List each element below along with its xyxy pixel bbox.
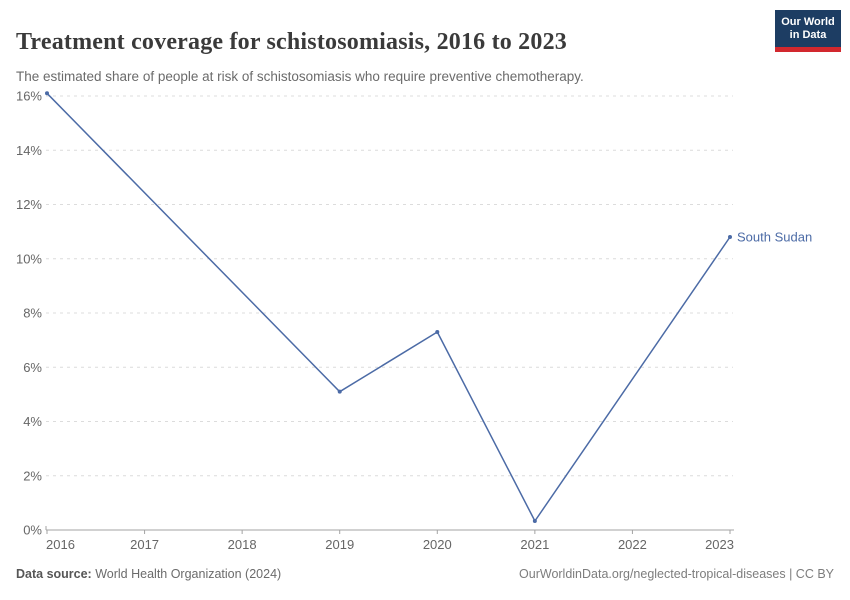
data-source-label: Data source: — [16, 567, 92, 581]
x-axis-tick-label: 2021 — [520, 537, 549, 552]
data-point[interactable] — [728, 235, 732, 240]
y-axis-tick-label: 6% — [23, 360, 42, 375]
y-axis-tick-label: 2% — [23, 468, 42, 483]
chart-footer: Data source: World Health Organization (… — [16, 567, 834, 581]
y-axis-tick-label: 14% — [16, 143, 42, 158]
data-point[interactable] — [532, 519, 537, 524]
data-source-value: World Health Organization (2024) — [95, 567, 282, 581]
x-axis-tick-label: 2017 — [130, 537, 159, 552]
license-link[interactable]: OurWorldinData.org/neglected-tropical-di… — [519, 567, 834, 581]
x-axis-tick-label: 2020 — [423, 537, 452, 552]
y-axis-tick-label: 0% — [23, 523, 42, 538]
owid-logo-line1: Our World — [781, 16, 835, 28]
data-point[interactable] — [45, 91, 49, 96]
x-axis-tick-label: 2023 — [705, 537, 734, 552]
y-axis-tick-label: 16% — [16, 89, 42, 104]
x-axis-tick-label: 2019 — [325, 537, 354, 552]
data-point[interactable] — [337, 389, 342, 394]
series-label[interactable]: South Sudan — [737, 230, 812, 245]
data-source-note: Data source: World Health Organization (… — [16, 567, 281, 581]
x-axis-tick-label: 2018 — [228, 537, 257, 552]
data-point[interactable] — [435, 329, 440, 334]
owid-logo-line2: in Data — [789, 29, 827, 41]
x-axis-tick-label: 2022 — [618, 537, 647, 552]
y-axis-tick-label: 10% — [16, 251, 42, 266]
line-series-south-sudan[interactable] — [46, 92, 731, 522]
line-chart: 0% 2% 4% 6% 8% 10% 12% 14% 16% 2016 2017 2018 2019 20… — [16, 89, 812, 553]
owid-logo[interactable]: Our World in Data — [775, 10, 841, 52]
x-axis-tick-label: 2016 — [46, 537, 75, 552]
y-axis-tick-label: 12% — [16, 197, 42, 212]
chart-title: Treatment coverage for schistosomiasis, … — [16, 29, 567, 56]
y-axis-tick-label: 8% — [23, 306, 42, 321]
y-axis-tick-label: 4% — [23, 414, 42, 429]
chart-subtitle: The estimated share of people at risk of… — [16, 68, 584, 84]
